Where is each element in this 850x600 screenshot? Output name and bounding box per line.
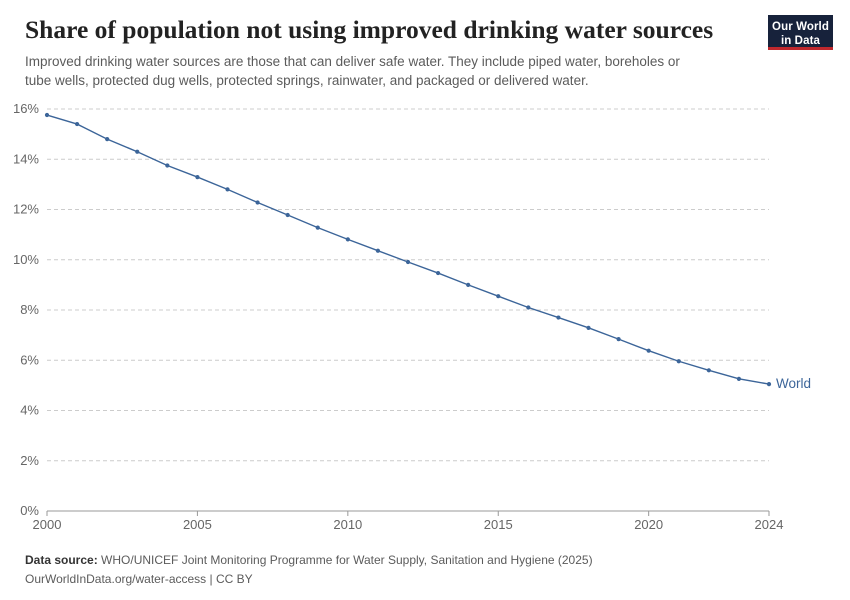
svg-text:2020: 2020: [634, 517, 663, 532]
svg-text:8%: 8%: [20, 302, 39, 317]
svg-text:4%: 4%: [20, 403, 39, 418]
svg-text:2%: 2%: [20, 453, 39, 468]
svg-text:10%: 10%: [13, 252, 39, 267]
svg-text:12%: 12%: [13, 202, 39, 217]
svg-text:2015: 2015: [484, 517, 513, 532]
svg-text:2010: 2010: [333, 517, 362, 532]
svg-text:14%: 14%: [13, 151, 39, 166]
svg-text:2005: 2005: [183, 517, 212, 532]
svg-text:0%: 0%: [20, 503, 39, 518]
svg-text:16%: 16%: [13, 101, 39, 116]
svg-text:2000: 2000: [33, 517, 62, 532]
svg-text:6%: 6%: [20, 352, 39, 367]
svg-text:2024: 2024: [755, 517, 784, 532]
svg-text:World: World: [776, 376, 811, 391]
